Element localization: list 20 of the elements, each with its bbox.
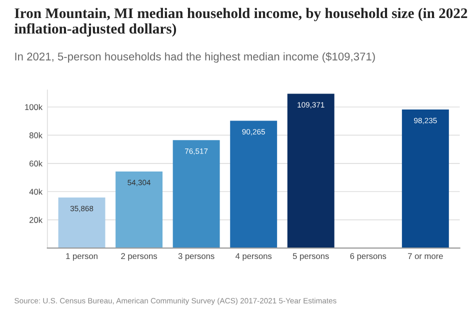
x-tick-label: 6 persons [350, 253, 386, 261]
x-tick-label: 7 or more [408, 253, 443, 260]
x-tick-label: 4 persons [235, 253, 272, 261]
bar [230, 120, 278, 248]
chart-subtitle: In 2021, 5-person households had the highest median income ($109,371) [15, 52, 375, 63]
x-tick-label: 3 persons [178, 253, 214, 261]
bar [172, 140, 220, 248]
y-tick-label: 20k [30, 216, 43, 223]
x-tick-label: 1 person [66, 253, 98, 261]
x-tick-label: 2 persons [121, 253, 158, 261]
x-tick-label: 5 persons [292, 253, 329, 261]
y-tick-label: 100k [25, 104, 43, 110]
y-tick-label: 40k [29, 188, 43, 195]
chart-title: Iron Mountain, MI median household income, by household size (in 2022 inflation-adjusted dollars) [14, 8, 468, 37]
y-tick-label: 60k [30, 160, 43, 167]
bar [116, 171, 163, 248]
y-tick-label: 80k [29, 132, 43, 138]
bar [287, 94, 334, 248]
bar [402, 109, 449, 248]
bar [58, 197, 106, 248]
